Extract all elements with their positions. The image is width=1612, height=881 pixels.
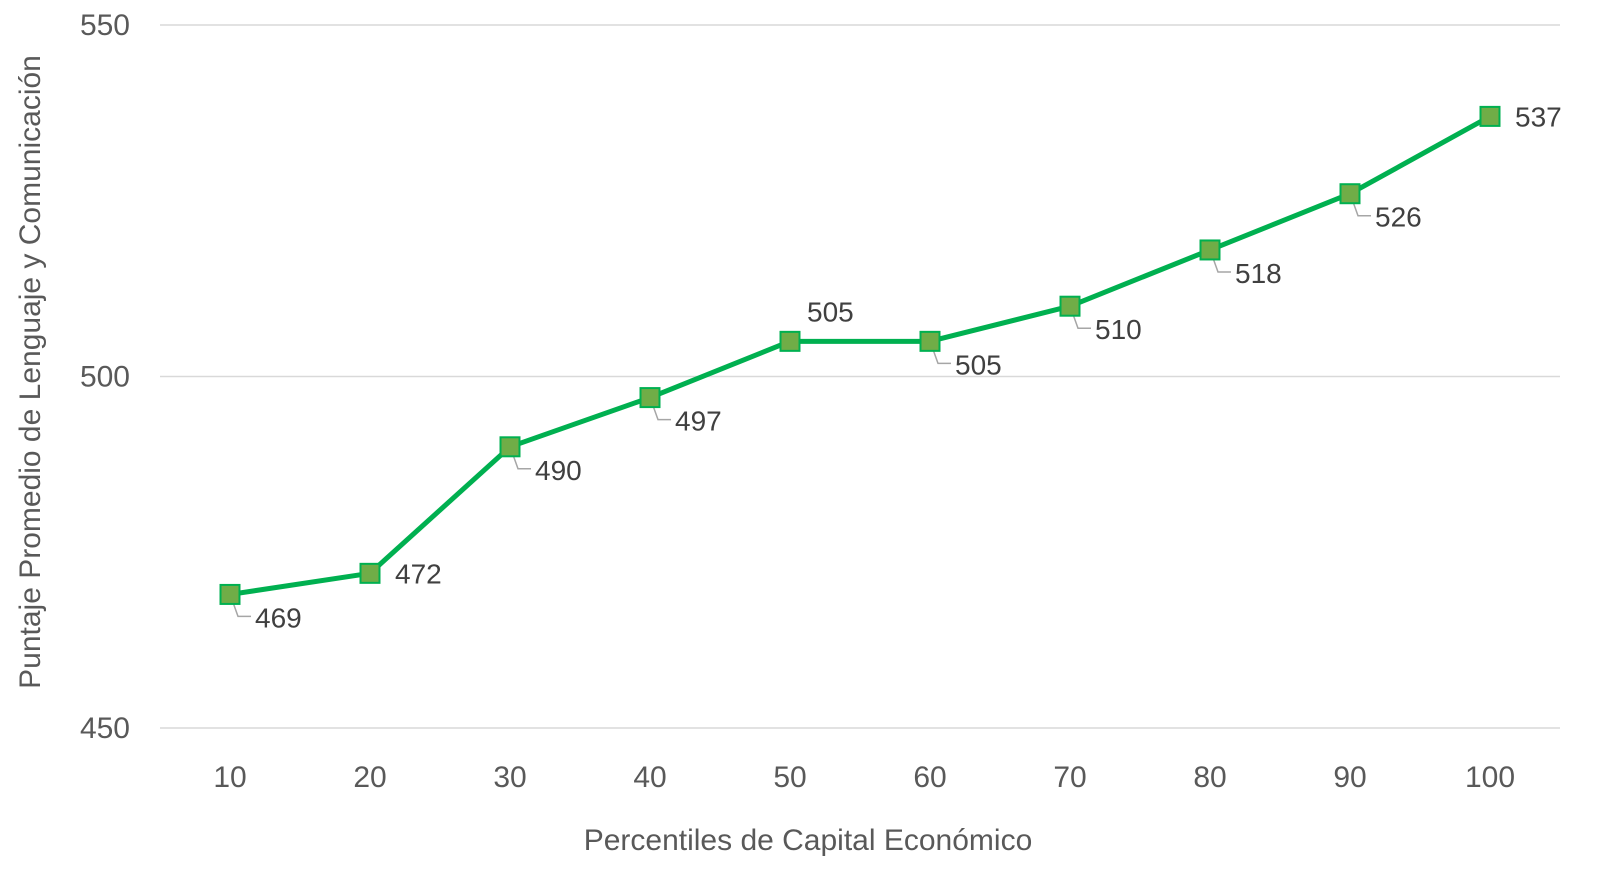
data-point-marker — [921, 332, 940, 351]
x-tick-label: 60 — [913, 761, 946, 794]
data-point-marker — [1341, 184, 1360, 203]
y-tick-label: 550 — [80, 9, 130, 42]
data-label: 537 — [1515, 101, 1562, 132]
x-tick-label: 50 — [773, 761, 806, 794]
data-label: 472 — [395, 558, 442, 589]
x-tick-label: 90 — [1333, 761, 1366, 794]
x-axis-ticks: 10 20 30 40 50 60 70 80 90 100 — [213, 761, 1515, 794]
data-labels: 469 472 490 497 505 505 510 518 526 537 — [255, 101, 1562, 633]
data-label: 518 — [1235, 258, 1282, 289]
y-axis-ticks: 450 500 550 — [80, 9, 130, 745]
y-tick-label: 450 — [80, 712, 130, 745]
markers — [221, 107, 1500, 604]
data-point-marker — [1061, 297, 1080, 316]
data-label: 505 — [807, 296, 854, 327]
gridlines — [160, 25, 1560, 728]
x-tick-label: 30 — [493, 761, 526, 794]
data-point-marker — [641, 388, 660, 407]
x-axis-title: Percentiles de Capital Económico — [584, 824, 1033, 857]
data-label: 505 — [955, 349, 1002, 380]
y-axis-title: Puntaje Promedio de Lenguaje y Comunicac… — [14, 55, 47, 689]
series-line — [230, 116, 1490, 594]
data-label: 510 — [1095, 314, 1142, 345]
data-point-marker — [501, 437, 520, 456]
x-tick-label: 20 — [353, 761, 386, 794]
x-tick-label: 70 — [1053, 761, 1086, 794]
data-point-marker — [1481, 107, 1500, 126]
x-tick-label: 80 — [1193, 761, 1226, 794]
data-point-marker — [781, 332, 800, 351]
leader-lines — [233, 202, 1371, 617]
data-label: 469 — [255, 602, 302, 633]
data-label: 497 — [675, 406, 722, 437]
x-tick-label: 40 — [633, 761, 666, 794]
series — [230, 116, 1490, 594]
x-tick-label: 10 — [213, 761, 246, 794]
data-point-marker — [1201, 240, 1220, 259]
data-label: 526 — [1375, 202, 1422, 233]
y-tick-label: 500 — [80, 361, 130, 394]
x-tick-label: 100 — [1465, 761, 1515, 794]
data-label: 490 — [535, 455, 582, 486]
data-point-marker — [221, 585, 240, 604]
data-point-marker — [361, 564, 380, 583]
